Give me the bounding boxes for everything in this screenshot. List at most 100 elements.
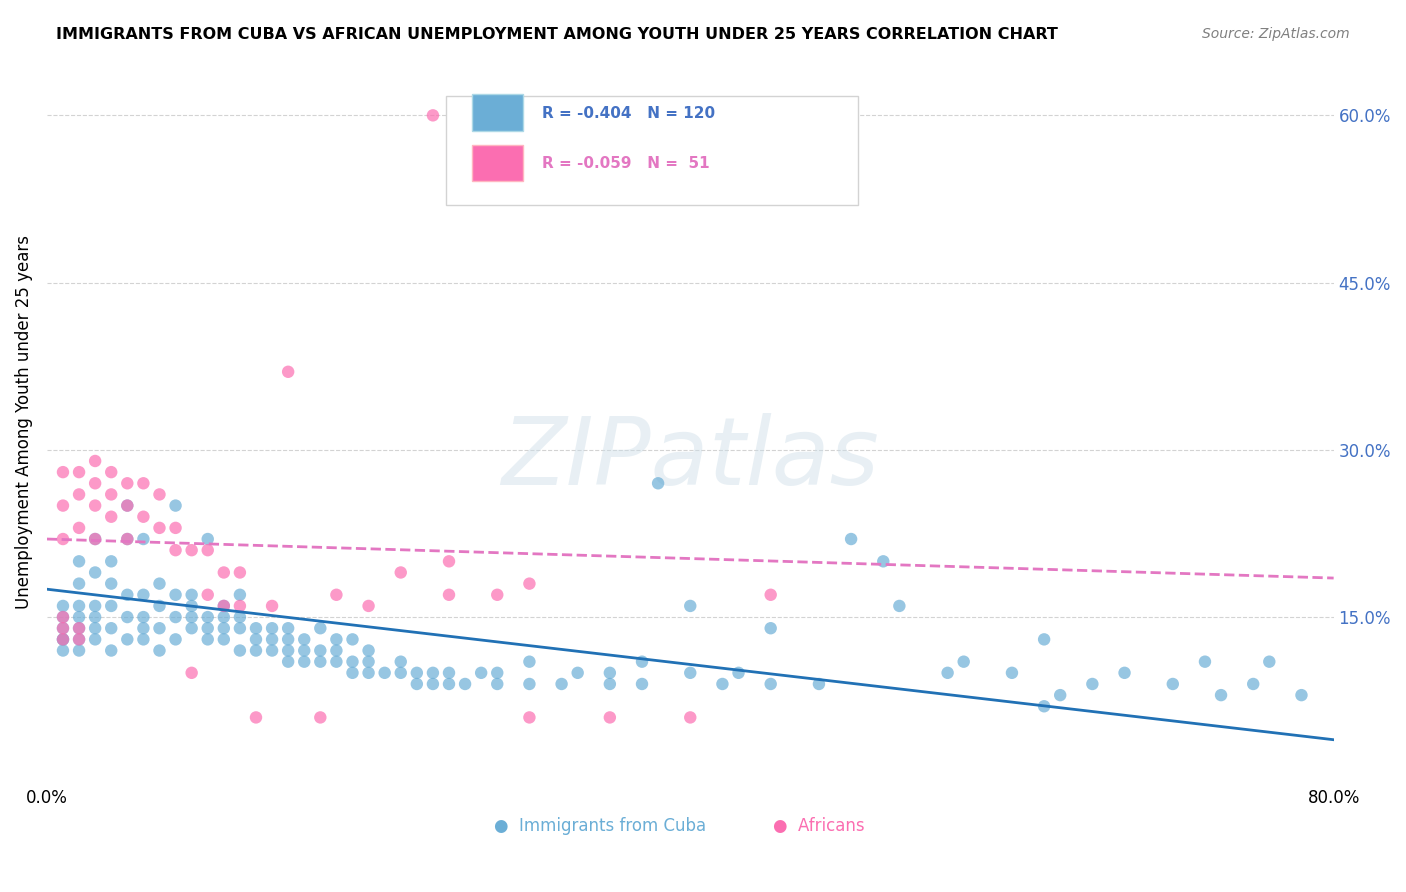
Point bbox=[454, 677, 477, 691]
Point bbox=[422, 665, 444, 680]
Point bbox=[277, 655, 299, 669]
Point bbox=[84, 632, 107, 647]
Point bbox=[292, 643, 315, 657]
Point bbox=[148, 576, 170, 591]
Point bbox=[212, 610, 235, 624]
Point bbox=[1291, 688, 1313, 702]
Point bbox=[197, 543, 219, 558]
Point bbox=[67, 487, 90, 501]
Point bbox=[889, 599, 911, 613]
Point bbox=[197, 532, 219, 546]
Point bbox=[262, 643, 284, 657]
Point bbox=[245, 710, 267, 724]
Point bbox=[52, 621, 75, 635]
FancyBboxPatch shape bbox=[471, 95, 523, 130]
Point bbox=[84, 499, 107, 513]
Point bbox=[1001, 665, 1024, 680]
Point bbox=[437, 554, 460, 568]
Point bbox=[277, 365, 299, 379]
Point bbox=[52, 610, 75, 624]
Point bbox=[357, 599, 380, 613]
Point bbox=[422, 677, 444, 691]
Point bbox=[1033, 699, 1056, 714]
Point bbox=[405, 677, 427, 691]
Point bbox=[599, 677, 621, 691]
Point bbox=[100, 576, 122, 591]
Point bbox=[132, 621, 155, 635]
Point bbox=[52, 599, 75, 613]
Point bbox=[1241, 677, 1264, 691]
Point bbox=[148, 521, 170, 535]
Point bbox=[67, 521, 90, 535]
Point bbox=[599, 665, 621, 680]
Point bbox=[519, 576, 541, 591]
Point bbox=[67, 554, 90, 568]
Point bbox=[132, 588, 155, 602]
Point bbox=[148, 643, 170, 657]
Point bbox=[117, 499, 139, 513]
Point bbox=[165, 610, 187, 624]
Point bbox=[132, 632, 155, 647]
Point bbox=[325, 643, 347, 657]
Point bbox=[212, 632, 235, 647]
Point bbox=[67, 610, 90, 624]
Text: R = -0.404   N = 120: R = -0.404 N = 120 bbox=[543, 106, 716, 120]
Point bbox=[84, 476, 107, 491]
Point bbox=[132, 532, 155, 546]
Point bbox=[229, 566, 252, 580]
Point bbox=[245, 632, 267, 647]
Point bbox=[132, 476, 155, 491]
Point bbox=[67, 632, 90, 647]
Point bbox=[486, 665, 509, 680]
Point bbox=[165, 632, 187, 647]
Point bbox=[711, 677, 734, 691]
Point bbox=[437, 588, 460, 602]
Point bbox=[117, 588, 139, 602]
Point bbox=[117, 532, 139, 546]
Point bbox=[325, 588, 347, 602]
Point bbox=[117, 632, 139, 647]
Point bbox=[197, 621, 219, 635]
Y-axis label: Unemployment Among Youth under 25 years: Unemployment Among Youth under 25 years bbox=[15, 235, 32, 609]
Text: IMMIGRANTS FROM CUBA VS AFRICAN UNEMPLOYMENT AMONG YOUTH UNDER 25 YEARS CORRELAT: IMMIGRANTS FROM CUBA VS AFRICAN UNEMPLOY… bbox=[56, 27, 1059, 42]
Point bbox=[292, 655, 315, 669]
Point bbox=[67, 599, 90, 613]
Point bbox=[84, 621, 107, 635]
Point bbox=[952, 655, 974, 669]
Point bbox=[839, 532, 862, 546]
Point bbox=[245, 621, 267, 635]
Point bbox=[212, 566, 235, 580]
Point bbox=[437, 665, 460, 680]
Text: ●  Africans: ● Africans bbox=[773, 817, 865, 835]
Point bbox=[262, 621, 284, 635]
Point bbox=[132, 610, 155, 624]
Point bbox=[342, 665, 364, 680]
Point bbox=[67, 621, 90, 635]
Point bbox=[52, 621, 75, 635]
Point bbox=[148, 621, 170, 635]
Point bbox=[262, 599, 284, 613]
Point bbox=[229, 588, 252, 602]
Point bbox=[67, 643, 90, 657]
Point bbox=[309, 710, 332, 724]
Point bbox=[1081, 677, 1104, 691]
Point bbox=[759, 588, 782, 602]
Point bbox=[117, 610, 139, 624]
Point bbox=[357, 655, 380, 669]
Point bbox=[389, 655, 412, 669]
Point bbox=[519, 655, 541, 669]
Text: Source: ZipAtlas.com: Source: ZipAtlas.com bbox=[1202, 27, 1350, 41]
Point bbox=[309, 643, 332, 657]
Point bbox=[486, 588, 509, 602]
Point bbox=[357, 665, 380, 680]
Point bbox=[550, 677, 572, 691]
Point bbox=[117, 499, 139, 513]
Point bbox=[52, 465, 75, 479]
Point bbox=[631, 655, 654, 669]
Point bbox=[229, 599, 252, 613]
Point bbox=[100, 599, 122, 613]
Point bbox=[212, 599, 235, 613]
Point bbox=[679, 599, 702, 613]
Point bbox=[52, 632, 75, 647]
Point bbox=[229, 643, 252, 657]
